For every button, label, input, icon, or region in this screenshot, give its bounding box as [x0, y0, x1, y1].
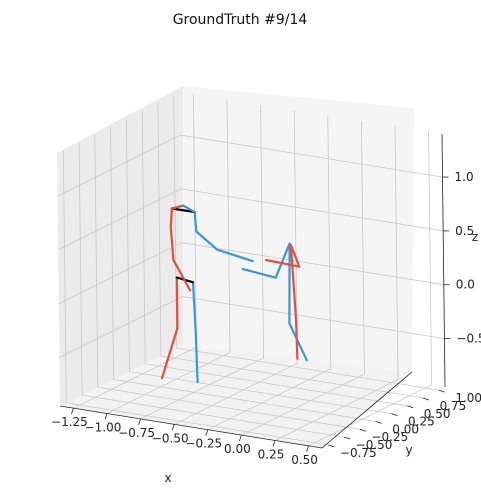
- y-grid-line-4: [126, 118, 392, 414]
- y-tick-mark-7: [438, 389, 445, 393]
- y-tick-label-0: −0.75: [340, 446, 377, 460]
- z-tick-label-3: 1.0: [455, 170, 474, 184]
- y-tick-mark-0: [328, 444, 335, 448]
- z-axis-label: z: [472, 230, 478, 244]
- x-tick-mark-3: [171, 424, 175, 431]
- series-right-7: [182, 204, 196, 214]
- series-left-6: [170, 204, 185, 210]
- x-grid-line-6: [274, 126, 399, 441]
- y-grid-line-5: [141, 110, 408, 407]
- y-tick-label-5: 0.50: [424, 407, 451, 421]
- x-tick-label-3: −0.50: [152, 431, 189, 445]
- y-grid-line-7: [173, 95, 439, 391]
- x-grid-line-4: [207, 115, 332, 431]
- y-axis-label: y: [405, 443, 412, 457]
- series-left-3: [169, 207, 192, 292]
- floor-pane: [60, 345, 412, 448]
- y-grid-line-3: [110, 126, 376, 422]
- series-right-4: [193, 211, 254, 263]
- x-axis-line: [59, 405, 323, 449]
- x-grid-line-2: [140, 104, 265, 420]
- x-tick-mark-6: [272, 440, 276, 447]
- y-grid-line-2: [94, 134, 360, 430]
- z-tick-label-1: 0.0: [456, 278, 475, 292]
- back-pane: [183, 86, 414, 372]
- y-tick-mark-3: [375, 421, 382, 424]
- series-right-1: [191, 281, 199, 384]
- y-grid-line-6: [157, 102, 423, 399]
- y-tick-mark-2: [359, 428, 366, 432]
- x-tick-label-5: 0.00: [224, 442, 251, 456]
- chart-title: GroundTruth #9/14: [173, 12, 308, 28]
- x-grid-line-7: [308, 131, 433, 447]
- series-left-9: [265, 244, 301, 360]
- x-grid-line-1: [106, 99, 231, 414]
- z-grid-line-1: [58, 242, 444, 305]
- x-tick-mark-4: [205, 429, 209, 436]
- x-tick-mark-1: [104, 413, 108, 420]
- z-axis-line: [441, 133, 446, 388]
- skeleton-series: [160, 204, 308, 384]
- x-tick-label-7: 0.50: [291, 453, 318, 467]
- z-tick-label-2: 0.5: [455, 224, 474, 238]
- y-tick-label-1: −0.50: [356, 438, 393, 452]
- x-tick-mark-5: [239, 434, 242, 442]
- z-grid-line-0: [59, 296, 445, 358]
- x-tick-mark-7: [306, 445, 309, 452]
- tick-labels: −1.25−1.00−0.75−0.50−0.25 0.00 0.25 0.50 −0.…: [51, 170, 481, 467]
- series-right-8: [241, 242, 308, 362]
- y-grid-line-1: [78, 142, 345, 438]
- x-tick-label-4: −0.25: [185, 437, 222, 451]
- series-center-5: [170, 207, 196, 214]
- z-grid-line-2: [57, 188, 444, 251]
- y-tick-mark-4: [391, 413, 398, 416]
- y-tick-mark-5: [407, 405, 414, 409]
- x-axis-label: x: [164, 471, 171, 485]
- y-tick-label-4: 0.25: [408, 415, 435, 429]
- x-tick-label-2: −0.75: [118, 426, 155, 440]
- x-tick-label-1: −1.00: [85, 421, 122, 435]
- x-tick-mark-2: [138, 418, 141, 426]
- y-tick-mark-1: [343, 436, 351, 440]
- axis-panes: [57, 86, 414, 448]
- x-tick-label-0: −1.25: [51, 415, 88, 429]
- z-grid-line-3: [57, 134, 443, 197]
- y-tick-label-3: 0.00: [392, 422, 419, 436]
- series-left-0: [160, 276, 179, 380]
- axis-edges: [59, 133, 446, 449]
- left-pane: [57, 86, 183, 406]
- y-grid-line-0: [62, 149, 329, 446]
- z-tick-label-0: −0.5: [456, 332, 481, 346]
- y-tick-mark-6: [422, 397, 430, 401]
- y-tick-label-6: 0.75: [440, 399, 467, 413]
- y-axis-line: [321, 371, 413, 449]
- y-tick-label-2: −0.25: [371, 430, 408, 444]
- x-grid-line-3: [174, 110, 298, 425]
- x-tick-mark-0: [71, 408, 74, 415]
- y-tick-label-7: 1.00: [455, 391, 481, 405]
- x-grid-line-5: [241, 121, 365, 436]
- x-tick-label-6: 0.25: [258, 447, 285, 461]
